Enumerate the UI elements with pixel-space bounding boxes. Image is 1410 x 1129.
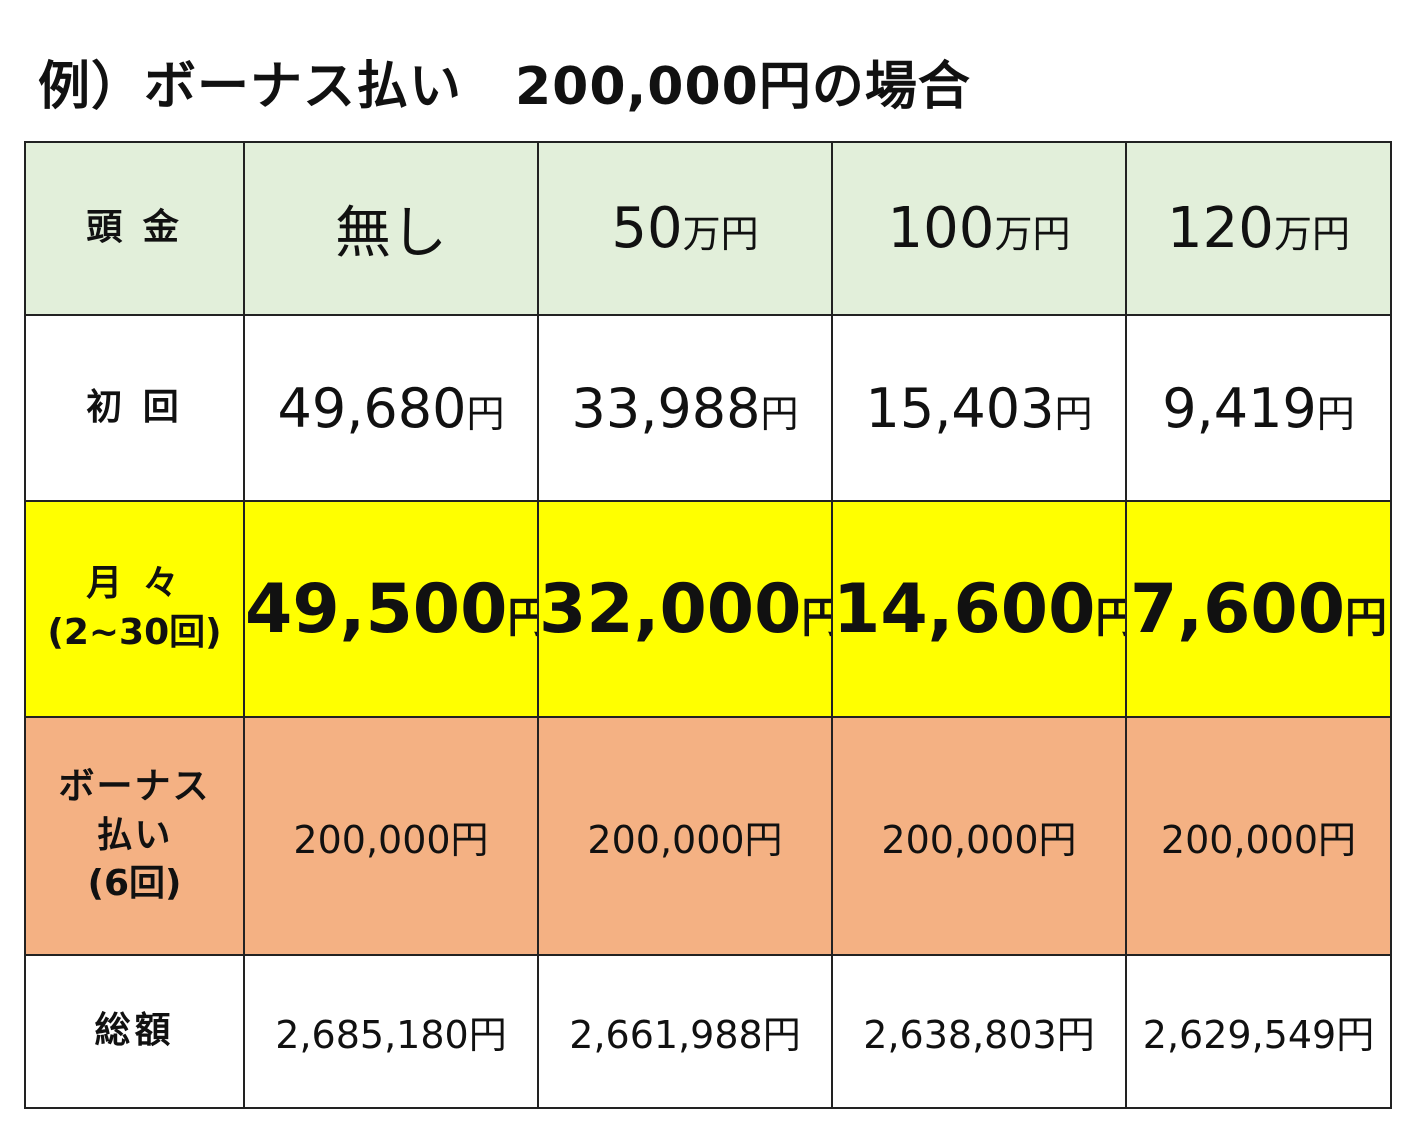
cell-unit: 万円 <box>994 212 1071 256</box>
cell-unit: 円 <box>507 593 536 642</box>
cell-value: 32,000 <box>539 569 802 649</box>
row-header-line: (2~30回) <box>47 612 222 653</box>
table-row-first-payment: 初 回 49,680円 33,988円 15,403円 9,419円 <box>24 314 1392 502</box>
cell-unit: 円 <box>1095 593 1124 642</box>
page-title: 例）ボーナス払い 200,000円の場合 <box>38 57 971 117</box>
row-header-first-payment: 初 回 <box>24 314 245 502</box>
cell-value: 7,600 <box>1129 569 1346 649</box>
cell-value: 9,419 <box>1162 376 1317 440</box>
cell-first-payment: 9,419円 <box>1125 314 1392 502</box>
cell-value: 無し <box>335 201 447 266</box>
cell-unit: 万円 <box>682 212 759 256</box>
cell-bonus-payment: 200,000円 <box>1125 716 1392 956</box>
cell-value: 50 <box>611 196 683 261</box>
cell-first-payment: 33,988円 <box>537 314 833 502</box>
row-header-line: 月 々 <box>86 563 183 605</box>
cell-unit: 円 <box>1054 391 1093 436</box>
row-header-down-payment: 頭 金 <box>24 141 245 316</box>
cell-total: 2,661,988円 <box>537 954 833 1109</box>
cell-value: 15,403 <box>865 376 1055 440</box>
cell-unit: 円 <box>760 391 799 436</box>
table-row-total: 総額 2,685,180円 2,661,988円 2,638,803円 2,62… <box>24 954 1392 1109</box>
cell-unit: 万円 <box>1273 212 1350 256</box>
cell-value: 14,600 <box>833 569 1096 649</box>
cell-value: 33,988 <box>571 376 761 440</box>
cell-bonus-payment: 200,000円 <box>831 716 1127 956</box>
row-header-monthly-payment: 月 々 (2~30回) <box>24 500 245 718</box>
cell-first-payment: 15,403円 <box>831 314 1127 502</box>
table-row-monthly-payment: 月 々 (2~30回) 49,500円 32,000円 14,600円 7,60… <box>24 500 1392 718</box>
cell-down-payment: 100万円 <box>831 141 1127 316</box>
cell-bonus-payment: 200,000円 <box>537 716 833 956</box>
cell-down-payment: 50万円 <box>537 141 833 316</box>
cell-value: 120 <box>1167 196 1274 261</box>
row-header-bonus-payment: ボーナス 払い (6回) <box>24 716 245 956</box>
row-header-line: (6回) <box>87 863 182 905</box>
payment-table: 頭 金 無し 50万円 100万円 120万円 初 回 49,680円 33,9… <box>24 141 1392 1109</box>
cell-total: 2,629,549円 <box>1125 954 1392 1109</box>
row-header-total: 総額 <box>24 954 245 1109</box>
cell-value: 49,500 <box>245 569 508 649</box>
row-header-line: 払い <box>96 814 173 856</box>
cell-unit: 円 <box>801 593 830 642</box>
cell-down-payment: 120万円 <box>1125 141 1392 316</box>
cell-unit: 円 <box>1316 391 1355 436</box>
cell-monthly-payment: 49,500円 <box>243 500 539 718</box>
row-header-line: ボーナス <box>58 766 211 808</box>
table-row-bonus-payment: ボーナス 払い (6回) 200,000円 200,000円 200,000円 … <box>24 716 1392 956</box>
cell-monthly-payment: 14,600円 <box>831 500 1127 718</box>
cell-total: 2,638,803円 <box>831 954 1127 1109</box>
cell-unit: 円 <box>466 391 505 436</box>
cell-first-payment: 49,680円 <box>243 314 539 502</box>
cell-unit: 円 <box>1345 592 1388 642</box>
cell-monthly-payment: 32,000円 <box>537 500 833 718</box>
cell-value: 49,680 <box>277 376 467 440</box>
table-row-down-payment: 頭 金 無し 50万円 100万円 120万円 <box>24 141 1392 316</box>
cell-down-payment: 無し <box>243 141 539 316</box>
cell-bonus-payment: 200,000円 <box>243 716 539 956</box>
cell-total: 2,685,180円 <box>243 954 539 1109</box>
cell-monthly-payment: 7,600円 <box>1125 500 1392 718</box>
cell-value: 100 <box>887 196 995 261</box>
